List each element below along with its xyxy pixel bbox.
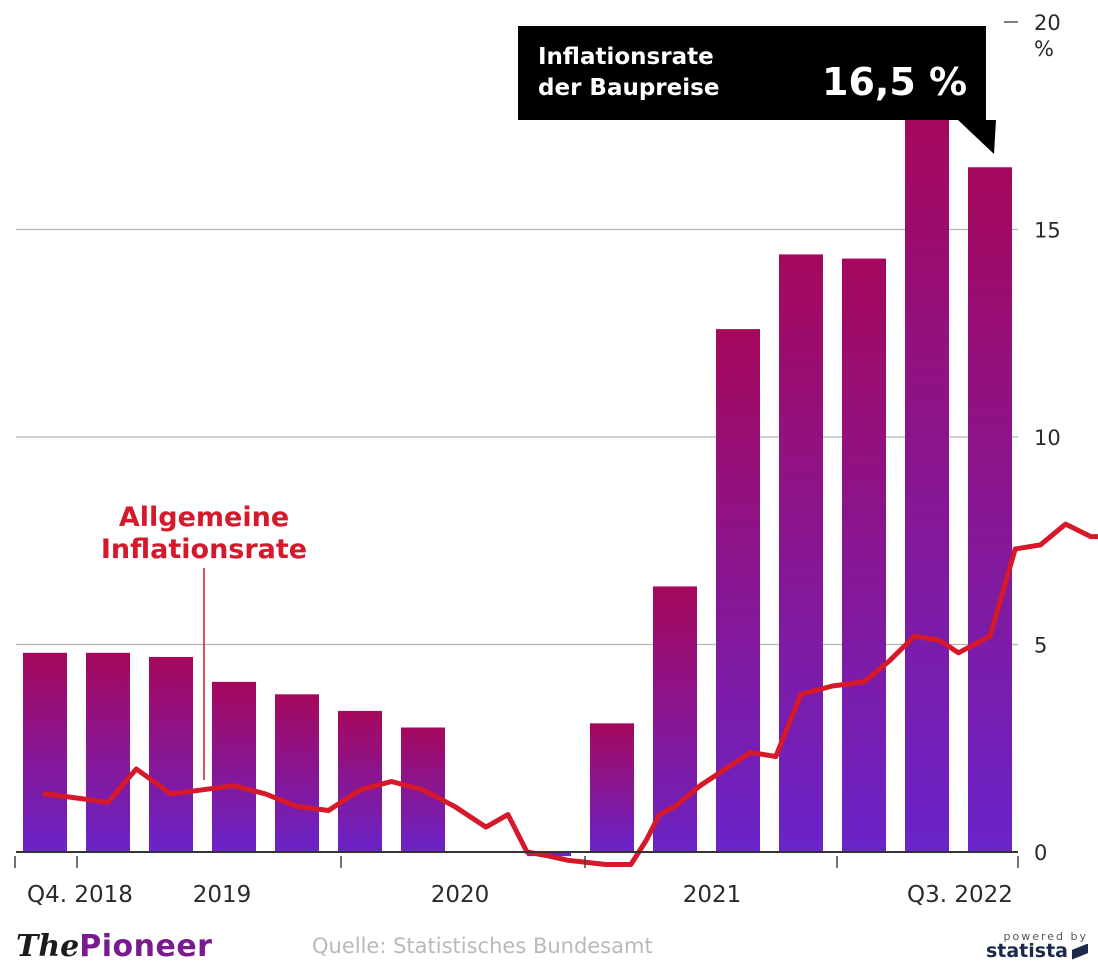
x-tick-label: 2020	[431, 882, 490, 908]
x-axis: Q4. 2018 2019 2020 2021 Q3. 2022	[14, 851, 1019, 908]
x-tick-label: Q4. 2018	[27, 882, 133, 908]
inflation-line-path	[42, 521, 1098, 867]
statista-icon	[1072, 943, 1088, 960]
x-tick-label: 2019	[193, 882, 252, 908]
powered-by-text: powered by	[1003, 930, 1088, 943]
y-axis: 0 5 10 15 20%	[1004, 11, 1061, 865]
bar	[212, 681, 256, 852]
callout-pointer	[958, 120, 996, 154]
line-label: Allgemeine Inflationsrate	[101, 502, 307, 780]
y-tick-label: 20	[1034, 11, 1061, 35]
bars	[23, 117, 1012, 857]
brand-logo: The Pioneer	[16, 926, 212, 966]
bar	[779, 254, 823, 852]
bar	[968, 167, 1012, 852]
line-label-line2: Inflationsrate	[101, 534, 307, 565]
y-tick-label: 10	[1034, 426, 1061, 450]
y-tick-label: 5	[1034, 634, 1047, 658]
bar	[149, 656, 193, 852]
callout-title-line2: der Baupreise	[538, 75, 719, 101]
chart-area: 0 5 10 15 20% Q4. 2018 2019 2020 2021 Q3. 2022 I…	[14, 11, 1098, 908]
bar	[23, 652, 67, 852]
baupreise-callout: Inflationsrate der Baupreise 16,5 %	[518, 26, 996, 154]
brand-pioneer: Pioneer	[79, 928, 213, 964]
source-note: Quelle: Statistisches Bundesamt	[312, 934, 653, 958]
callout-value: 16,5 %	[822, 60, 967, 104]
bar	[275, 694, 319, 852]
y-axis-unit: %	[1034, 37, 1054, 61]
line-label-line1: Allgemeine	[119, 502, 289, 533]
bar	[86, 652, 130, 852]
brand-the: The	[16, 928, 80, 964]
statista-wordmark: statista	[986, 942, 1088, 961]
y-tick-label: 15	[1034, 219, 1061, 243]
bar	[905, 117, 949, 852]
inflation-line	[42, 521, 1098, 867]
bar	[338, 710, 382, 852]
bar	[842, 258, 886, 852]
statista-text: statista	[985, 940, 1068, 962]
bar	[716, 329, 760, 853]
bar	[590, 723, 634, 852]
callout-title-line1: Inflationsrate	[538, 44, 714, 70]
statista-logo: powered by statista	[986, 926, 1088, 966]
x-tick-label: Q3. 2022	[907, 882, 1013, 908]
x-tick-label: 2021	[683, 882, 742, 908]
y-tick-label: 0	[1034, 841, 1047, 865]
callout-box	[518, 26, 986, 120]
